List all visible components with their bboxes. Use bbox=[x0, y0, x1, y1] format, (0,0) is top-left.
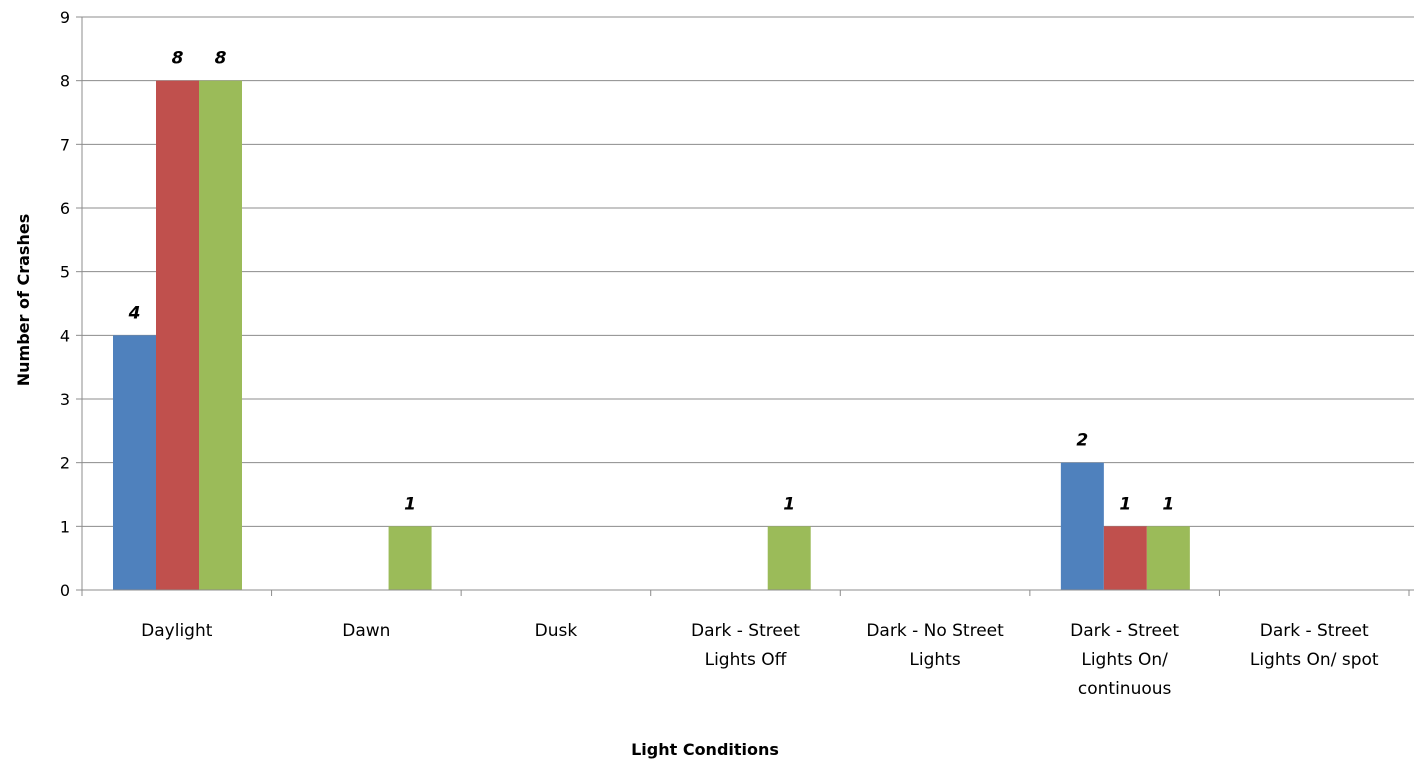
y-tick-label: 5 bbox=[60, 263, 70, 282]
y-tick-label: 6 bbox=[60, 199, 70, 218]
y-tick-label: 4 bbox=[60, 326, 70, 345]
data-label: 2 bbox=[1076, 431, 1088, 451]
category-label: Dark - No Street Lights bbox=[866, 621, 1004, 670]
y-axis-title: Number of Crashes bbox=[14, 214, 33, 386]
bar bbox=[1060, 462, 1104, 590]
data-label: 1 bbox=[783, 494, 795, 514]
data-label: 8 bbox=[172, 49, 184, 69]
y-tick-label: 0 bbox=[60, 581, 70, 600]
category-label: Dark - Street Lights Off bbox=[691, 621, 800, 670]
y-tick-label: 1 bbox=[60, 517, 70, 536]
data-label: 1 bbox=[1162, 494, 1174, 514]
y-tick-label: 2 bbox=[60, 454, 70, 473]
bar bbox=[199, 80, 242, 591]
bar bbox=[1146, 526, 1190, 590]
category-label: Dark - Street Lights On/continuous bbox=[1070, 621, 1179, 699]
y-tick-label: 9 bbox=[60, 8, 70, 27]
data-label: 1 bbox=[1119, 494, 1131, 514]
category-label: Daylight bbox=[141, 621, 213, 641]
data-label: 4 bbox=[128, 303, 141, 323]
labels: 0 1 2 3 4 5 6 7 8 9 4 2 8 1 8 1 1 1 Daylight Dawn Dusk Dark -… bbox=[60, 8, 1379, 699]
bar bbox=[113, 335, 156, 590]
category-label: Dusk bbox=[535, 621, 578, 641]
bar bbox=[767, 526, 811, 590]
y-tick-label: 3 bbox=[60, 390, 70, 409]
y-tick-label: 8 bbox=[60, 72, 70, 91]
bar bbox=[1103, 526, 1147, 590]
bars bbox=[113, 80, 1190, 591]
category-label: Dawn bbox=[342, 621, 390, 641]
x-axis-title: Light Conditions bbox=[631, 740, 779, 759]
y-tick-label: 7 bbox=[60, 135, 70, 154]
bar bbox=[156, 80, 199, 591]
gridlines bbox=[82, 16, 1414, 527]
data-label: 1 bbox=[404, 494, 416, 514]
category-label: Dark - Street Lights On/ spot bbox=[1250, 621, 1379, 670]
axes bbox=[76, 16, 1414, 596]
data-label: 8 bbox=[215, 49, 227, 69]
bar bbox=[388, 526, 432, 590]
